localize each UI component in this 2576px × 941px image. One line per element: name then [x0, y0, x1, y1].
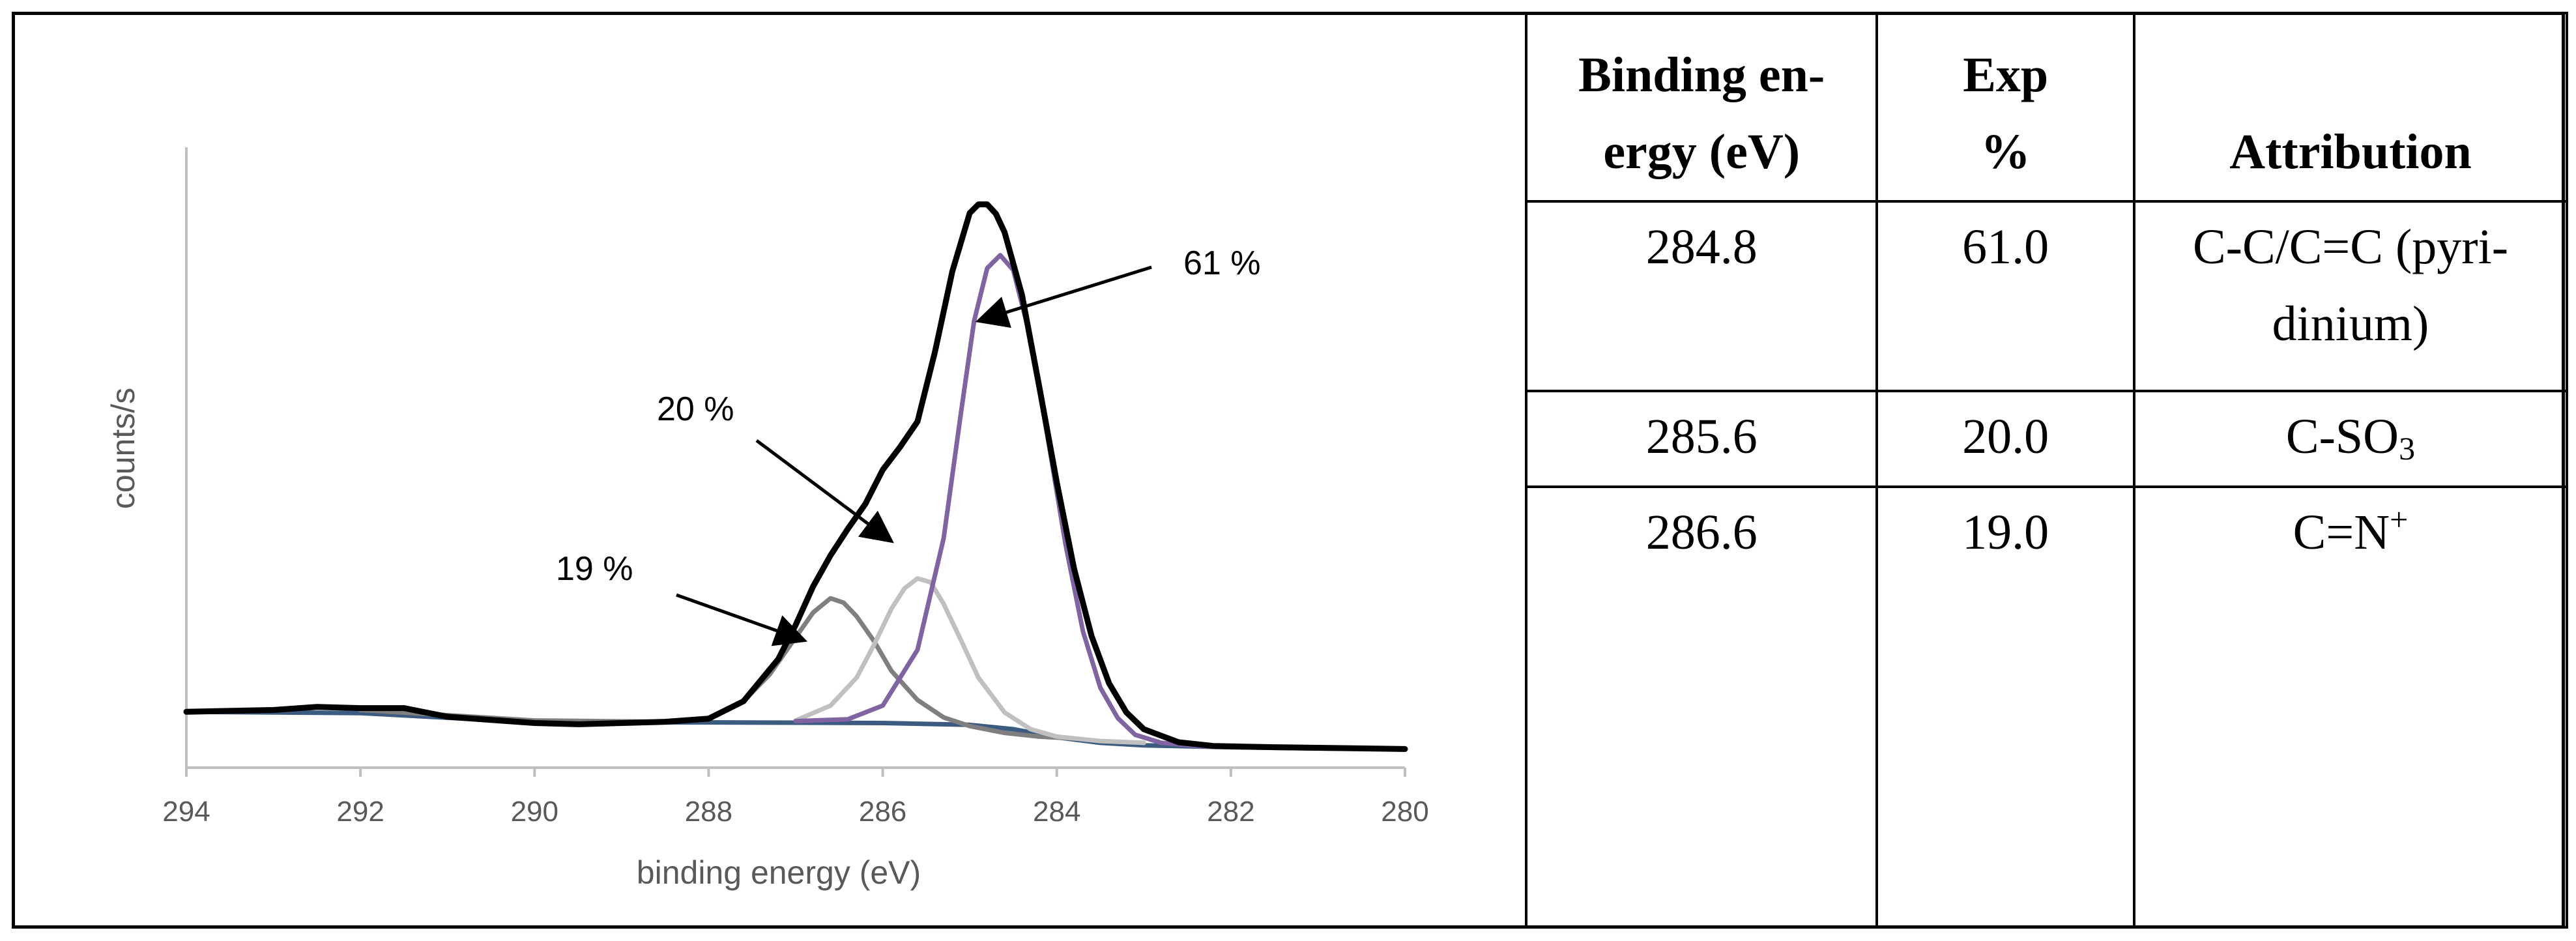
cell-binding-energy: 286.6: [1524, 485, 1879, 929]
x-tick-label: 286: [859, 796, 906, 828]
annotation-label: 61 %: [1183, 244, 1261, 282]
cell-exp-percent: 61.0: [1875, 200, 2135, 392]
annotation-arrow: [676, 593, 808, 646]
table-row: 285.6 20.0 C-SO3: [1524, 390, 2569, 488]
cell-attribution: C=N+: [2132, 485, 2569, 929]
table-row: 284.8 61.0 C-C/C=C (pyri-dinium): [1524, 200, 2569, 392]
curves: [183, 201, 1408, 752]
series-line-envelope: [183, 201, 1408, 752]
annotation-label: 19 %: [556, 550, 633, 588]
table-row: 286.6 19.0 C=N+: [1524, 485, 2569, 929]
annotation-arrow: [975, 265, 1152, 328]
y-axis-title: counts/s: [105, 388, 141, 509]
x-tick-label: 294: [162, 796, 210, 828]
annotations: 61 % 20 % 19 %: [556, 244, 1261, 646]
axes: 294 292 290 288 286 284 282 280: [162, 147, 1429, 828]
attribution-table: Binding en-ergy (eV) Exp% Attribution 28…: [1524, 12, 2569, 929]
x-axis-title: binding energy (eV): [637, 854, 921, 891]
header-attribution: Attribution: [2132, 12, 2569, 203]
x-tick-label: 284: [1033, 796, 1080, 828]
x-tick-label: 280: [1381, 796, 1428, 828]
attribution-table-panel: Binding en-ergy (eV) Exp% Attribution 28…: [1524, 12, 2569, 929]
header-exp-percent: Exp%: [1875, 12, 2135, 203]
annotation-arrow: [755, 439, 894, 543]
figure-frame: 294 292 290 288 286 284 282 280 61 % 20 % 19 % co…: [12, 12, 2569, 929]
x-tick-label: 282: [1207, 796, 1254, 828]
x-tick-label: 288: [685, 796, 732, 828]
series-line-c-so3: [793, 576, 1146, 746]
x-tick-label: 292: [336, 796, 384, 828]
cell-binding-energy: 285.6: [1524, 390, 1879, 488]
cell-exp-percent: 20.0: [1875, 390, 2135, 488]
x-tick-label: 290: [511, 796, 558, 828]
cell-exp-percent: 19.0: [1875, 485, 2135, 929]
header-binding-energy: Binding en-ergy (eV): [1524, 12, 1879, 203]
cell-binding-energy: 284.8: [1524, 200, 1879, 392]
series-line-c-c-c-c-pyridinium: [793, 253, 1408, 751]
chart-svg: 294 292 290 288 286 284 282 280 61 % 20 % 19 % co…: [105, 147, 1429, 891]
cell-attribution: C-C/C=C (pyri-dinium): [2132, 200, 2569, 392]
table-header-row: Binding en-ergy (eV) Exp% Attribution: [1524, 12, 2569, 203]
annotation-label: 20 %: [657, 390, 734, 428]
cell-attribution: C-SO3: [2132, 390, 2569, 488]
xps-chart: 294 292 290 288 286 284 282 280 61 % 20 % 19 % co…: [15, 15, 1525, 925]
